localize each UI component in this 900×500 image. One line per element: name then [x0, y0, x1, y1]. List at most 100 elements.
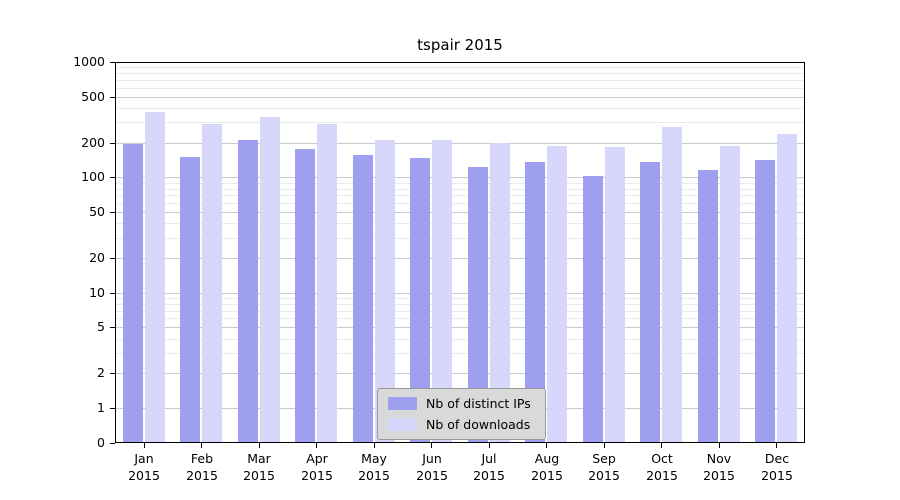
minor-gridline [115, 339, 805, 340]
bar-downloads-nov [720, 146, 740, 443]
major-gridline [115, 143, 805, 144]
x-tick [719, 443, 720, 448]
bar-distinct-ips-aug [525, 162, 545, 443]
bar-downloads-jan [145, 112, 165, 443]
major-gridline [115, 293, 805, 294]
y-tick [110, 293, 115, 294]
minor-gridline [115, 238, 805, 239]
legend: Nb of distinct IPs Nb of downloads [377, 388, 546, 440]
legend-label-distinct-ips: Nb of distinct IPs [426, 396, 531, 411]
major-gridline [115, 212, 805, 213]
bar-downloads-jul [490, 143, 510, 443]
major-gridline [115, 373, 805, 374]
minor-gridline [115, 203, 805, 204]
x-tick [431, 443, 432, 448]
y-tick-label: 100 [81, 169, 105, 184]
bar-downloads-may [375, 140, 395, 443]
x-tick [316, 443, 317, 448]
legend-item-distinct-ips: Nb of distinct IPs [388, 396, 531, 411]
bar-distinct-ips-dec [755, 160, 775, 443]
x-tick [259, 443, 260, 448]
minor-gridline [115, 298, 805, 299]
bar-downloads-apr [317, 124, 337, 443]
minor-gridline [115, 88, 805, 89]
x-tick-label: Aug 2015 [531, 451, 563, 483]
x-tick [201, 443, 202, 448]
y-tick [110, 373, 115, 374]
y-tick [110, 62, 115, 63]
y-tick-label: 500 [81, 89, 105, 104]
y-tick-label: 50 [89, 204, 105, 219]
y-tick-label: 200 [81, 135, 105, 150]
bar-downloads-oct [662, 127, 682, 443]
x-tick-label: Mar 2015 [243, 451, 275, 483]
bar-downloads-aug [547, 146, 567, 443]
y-tick [110, 327, 115, 328]
x-tick-label: Dec 2015 [761, 451, 793, 483]
x-tick-label: Sep 2015 [588, 451, 620, 483]
bar-distinct-ips-mar [238, 140, 258, 443]
minor-gridline [115, 73, 805, 74]
legend-label-downloads: Nb of downloads [426, 417, 531, 432]
bar-downloads-jun [432, 140, 452, 443]
x-tick-label: Jun 2015 [416, 451, 448, 483]
bar-distinct-ips-jul [468, 167, 488, 443]
x-tick-label: Feb 2015 [186, 451, 218, 483]
plot-border [115, 62, 805, 443]
bar-downloads-mar [260, 117, 280, 443]
x-tick-label: Apr 2015 [301, 451, 333, 483]
x-tick [604, 443, 605, 448]
legend-item-downloads: Nb of downloads [388, 417, 531, 432]
bar-distinct-ips-oct [640, 162, 660, 443]
legend-swatch-distinct-ips [388, 397, 417, 410]
legend-swatch-downloads [388, 418, 417, 431]
x-tick [374, 443, 375, 448]
x-tick-label: Jul 2015 [473, 451, 505, 483]
y-tick [110, 143, 115, 144]
bar-distinct-ips-sep [583, 176, 603, 443]
x-tick-label: Nov 2015 [703, 451, 735, 483]
y-tick-label: 20 [89, 250, 105, 265]
y-tick [110, 258, 115, 259]
x-tick-label: Jan 2015 [128, 451, 160, 483]
x-tick [144, 443, 145, 448]
x-tick-label: May 2015 [358, 451, 390, 483]
minor-gridline [115, 304, 805, 305]
x-tick-label: Oct 2015 [646, 451, 678, 483]
minor-gridline [115, 318, 805, 319]
major-gridline [115, 177, 805, 178]
y-tick [110, 177, 115, 178]
x-tick [546, 443, 547, 448]
x-tick [776, 443, 777, 448]
major-gridline [115, 97, 805, 98]
y-tick-label: 10 [89, 285, 105, 300]
bar-distinct-ips-jan [123, 144, 143, 443]
bar-downloads-sep [605, 147, 625, 443]
minor-gridline [115, 311, 805, 312]
chart-title: tspair 2015 [417, 36, 503, 54]
minor-gridline [115, 195, 805, 196]
minor-gridline [115, 223, 805, 224]
bar-distinct-ips-feb [180, 157, 200, 443]
x-tick [661, 443, 662, 448]
y-tick [110, 97, 115, 98]
major-gridline [115, 327, 805, 328]
y-tick-label: 2 [97, 365, 105, 380]
y-tick-label: 0 [97, 435, 105, 450]
bar-distinct-ips-may [353, 155, 373, 443]
bar-downloads-feb [202, 124, 222, 443]
y-tick-label: 5 [97, 319, 105, 334]
minor-gridline [115, 189, 805, 190]
y-tick-label: 1000 [73, 54, 105, 69]
major-gridline [115, 258, 805, 259]
y-tick [110, 212, 115, 213]
minor-gridline [115, 67, 805, 68]
y-tick [110, 408, 115, 409]
y-tick [110, 443, 115, 444]
y-tick-label: 1 [97, 400, 105, 415]
minor-gridline [115, 353, 805, 354]
minor-gridline [115, 183, 805, 184]
bar-distinct-ips-nov [698, 170, 718, 443]
minor-gridline [115, 108, 805, 109]
